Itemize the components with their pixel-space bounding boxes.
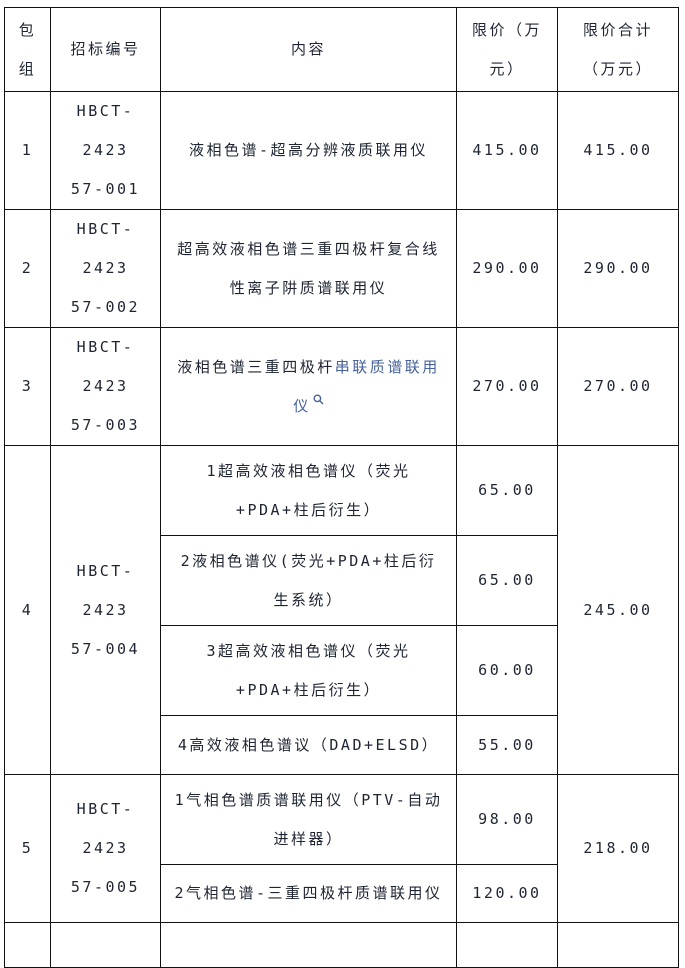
header-row: 包组 招标编号 内容 限价（万元） 限价合计（万元）: [4, 7, 679, 92]
item-content: 超高效液相色谱三重四极杆复合线性离子阱质谱联用仪: [160, 209, 457, 328]
tender-code-line: HBCT-2423: [76, 338, 135, 395]
package-price-total: 290.00: [557, 209, 679, 328]
table-row: 5 HBCT-2423 57-005 1气相色谱质谱联用仪（PTV-自动进样器）…: [4, 774, 679, 923]
item-price-limit: 60.00: [456, 625, 558, 716]
package-price-total: [557, 922, 679, 968]
column-header-tender-code: 招标编号: [50, 7, 161, 92]
tender-code: HBCT-2423 57-003: [50, 327, 161, 446]
table-row: 3 HBCT-2423 57-003 液相色谱三重四极杆串联质谱联用仪 270.…: [4, 327, 679, 446]
item-price-limit: 65.00: [456, 535, 558, 626]
package-number: 5: [4, 774, 51, 923]
package-number: 1: [4, 91, 51, 210]
tender-code: [50, 922, 161, 968]
tender-code-line: 57-001: [70, 180, 141, 198]
item-content-link[interactable]: 串联质谱联用仪: [293, 357, 440, 415]
item-content: 3超高效液相色谱仪（荧光+PDA+柱后衍生）: [160, 625, 457, 716]
tender-code: HBCT-2423 57-005: [50, 774, 161, 923]
column-header-price-limit: 限价（万元）: [456, 7, 558, 92]
tender-code-line: HBCT-2423: [76, 102, 135, 159]
column-header-content: 内容: [160, 7, 457, 92]
item-price-limit: [456, 922, 558, 968]
tender-code-line: HBCT-2423: [76, 561, 135, 619]
item-price-limit: 120.00: [456, 864, 558, 923]
item-content: 4高效液相色谱议（DAD+ELSD）: [160, 715, 457, 775]
package-price-total: 245.00: [557, 445, 679, 775]
search-icon[interactable]: [313, 394, 324, 405]
tender-code-line: HBCT-2423: [76, 800, 135, 857]
table-row: 4高效液相色谱议（DAD+ELSD） 55.00: [5, 715, 679, 775]
table-row: 4 HBCT-2423 57-004 1超高效液相色谱仪（荧光+PDA+柱后衍生…: [4, 445, 679, 775]
tender-code-line: 57-004: [70, 639, 141, 658]
tender-packages-table: 包组 招标编号 内容 限价（万元） 限价合计（万元） 1 HBCT-2423 5…: [4, 7, 679, 968]
tender-code: HBCT-2423 57-004: [50, 445, 161, 775]
table-row: 3超高效液相色谱仪（荧光+PDA+柱后衍生） 60.00: [5, 625, 679, 716]
package-price-total: 415.00: [557, 91, 679, 210]
tender-code: HBCT-2423 57-001: [50, 91, 161, 210]
package-price-total: 270.00: [557, 327, 679, 446]
tender-code: HBCT-2423 57-002: [50, 209, 161, 328]
item-content: 液相色谱-超高分辨液质联用仪: [160, 91, 457, 210]
table-row: 2液相色谱仪(荧光+PDA+柱后衍生系统） 65.00: [5, 535, 679, 626]
item-content-text: 液相色谱三重四极杆: [177, 357, 335, 376]
item-price-limit: 98.00: [456, 774, 558, 865]
item-price-limit: 270.00: [456, 327, 558, 446]
table-row: 2 HBCT-2423 57-002 超高效液相色谱三重四极杆复合线性离子阱质谱…: [4, 209, 679, 328]
package-number: [4, 922, 51, 968]
tender-code-line: HBCT-2423: [76, 220, 135, 277]
item-content: 液相色谱三重四极杆串联质谱联用仪: [160, 327, 457, 446]
item-content: 2液相色谱仪(荧光+PDA+柱后衍生系统）: [160, 535, 457, 626]
item-content: 2气相色谱-三重四极杆质谱联用仪: [160, 864, 457, 923]
item-price-limit: 55.00: [456, 715, 558, 775]
item-content: 1气相色谱质谱联用仪（PTV-自动进样器）: [160, 774, 457, 865]
tender-code-line: 57-002: [70, 298, 141, 316]
column-header-package: 包组: [4, 7, 51, 92]
item-content: [160, 922, 457, 968]
item-price-limit: 65.00: [456, 445, 558, 536]
table-row-clipped: [4, 922, 679, 968]
tender-code-line: 57-005: [70, 878, 141, 896]
item-price-limit: 415.00: [456, 91, 558, 210]
package-number: 2: [4, 209, 51, 328]
package-number: 3: [4, 327, 51, 446]
package-price-total: 218.00: [557, 774, 679, 923]
item-price-limit: 290.00: [456, 209, 558, 328]
item-content: 1超高效液相色谱仪（荧光+PDA+柱后衍生）: [160, 445, 457, 536]
table-row: 1 HBCT-2423 57-001 液相色谱-超高分辨液质联用仪 415.00…: [4, 91, 679, 210]
column-header-price-total: 限价合计（万元）: [557, 7, 679, 92]
tender-code-line: 57-003: [70, 416, 141, 434]
package-number: 4: [4, 445, 51, 775]
